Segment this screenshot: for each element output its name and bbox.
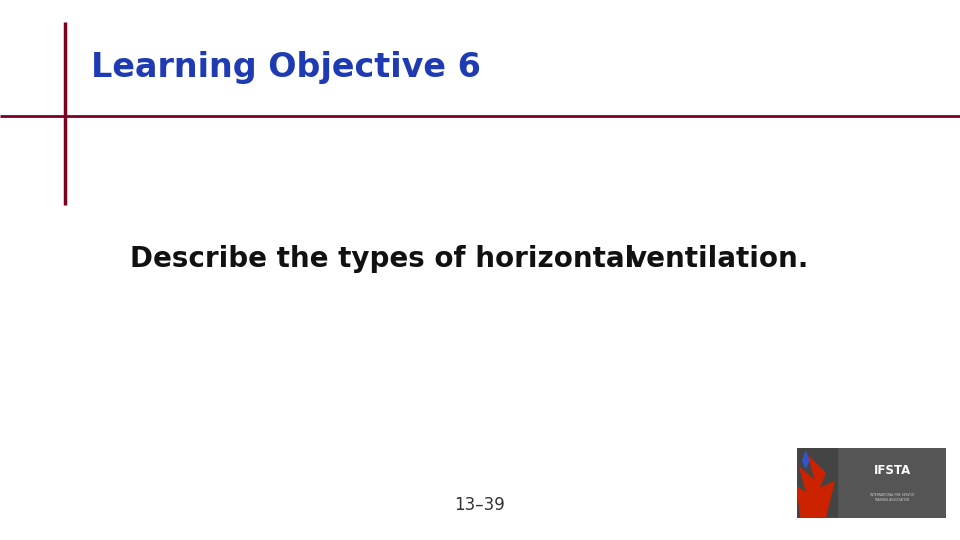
- Polygon shape: [797, 457, 835, 518]
- Text: 13–39: 13–39: [455, 496, 505, 514]
- Text: INTERNATIONAL FIRE SERVICE
TRAINING ASSOCIATION: INTERNATIONAL FIRE SERVICE TRAINING ASSO…: [870, 492, 914, 502]
- Text: IFSTA: IFSTA: [874, 464, 911, 477]
- Text: ventilation.: ventilation.: [629, 245, 809, 273]
- Bar: [797, 448, 838, 518]
- Text: Learning Objective 6: Learning Objective 6: [91, 51, 481, 84]
- Text: Describe the types of horizontal: Describe the types of horizontal: [130, 245, 634, 273]
- Bar: [838, 448, 946, 518]
- Polygon shape: [803, 451, 808, 468]
